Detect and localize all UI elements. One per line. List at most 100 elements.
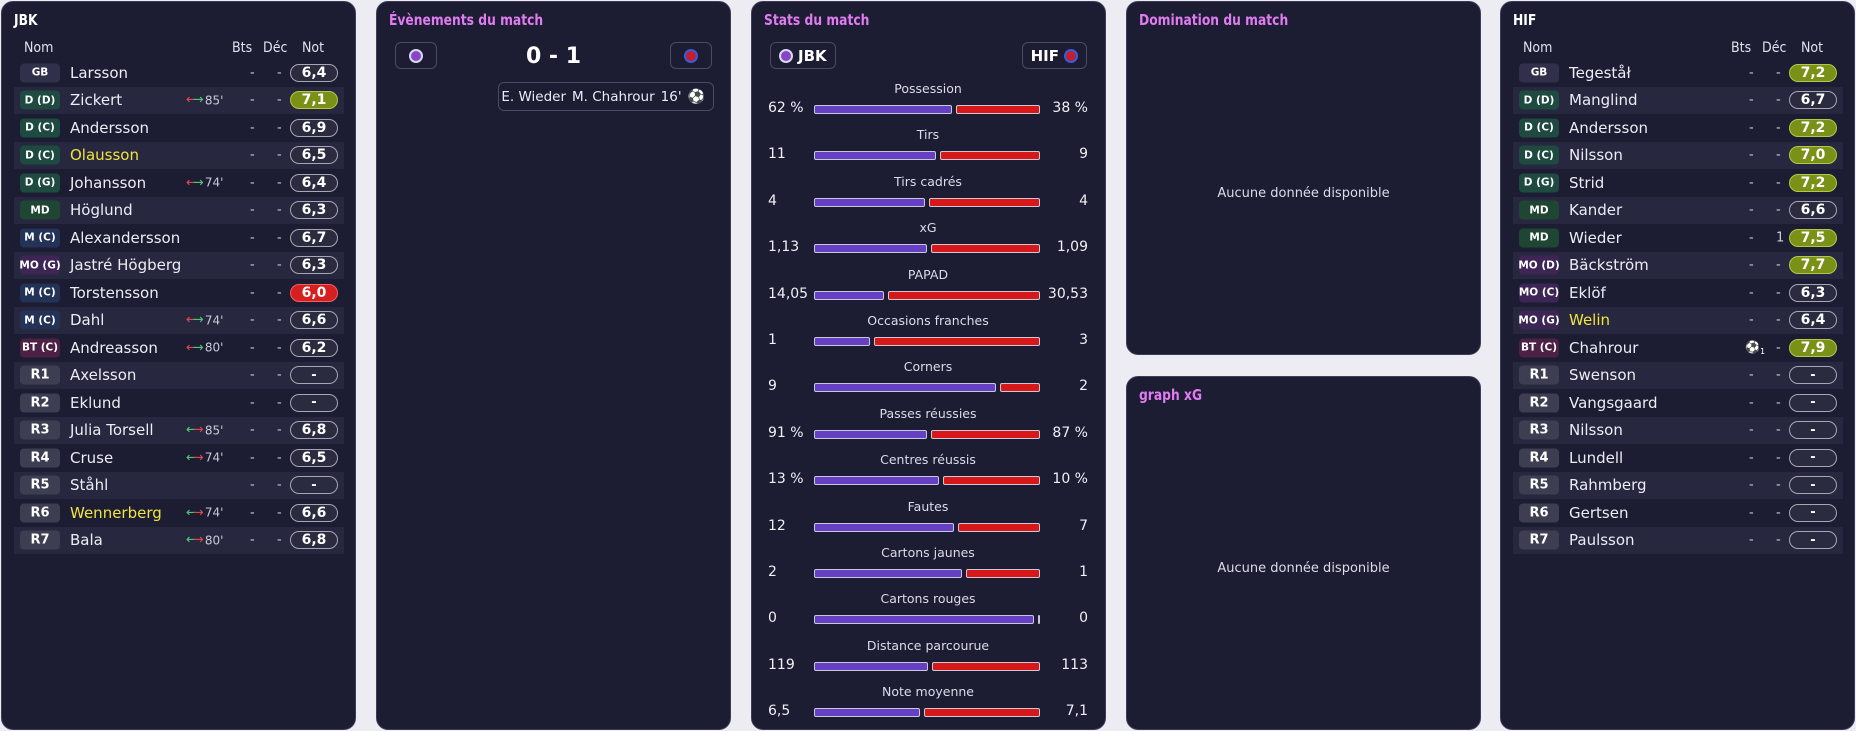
player-name[interactable]: Alexandersson <box>70 228 181 247</box>
stat-row: Centres réussis 13 % 10 % <box>752 452 1104 498</box>
col-name-header[interactable]: Nom <box>24 40 54 56</box>
player-row[interactable]: D (C) Nilsson - -7,0 <box>1513 141 1843 169</box>
player-row[interactable]: BT (C) Andreasson ←→ 80' - -6,2 <box>14 334 344 362</box>
player-name[interactable]: Rahmberg <box>1569 476 1647 495</box>
player-name[interactable]: Manglind <box>1569 91 1638 110</box>
goals-value: - <box>1749 92 1754 108</box>
player-name[interactable]: Andreasson <box>70 338 158 357</box>
player-row[interactable]: R6 Wennerberg ←→ 74' - -6,6 <box>14 499 344 527</box>
position-badge: D (G) <box>1519 173 1559 193</box>
stat-home-bar <box>814 476 939 486</box>
player-row[interactable]: MD Kander - -6,6 <box>1513 196 1843 224</box>
player-row[interactable]: MO (G) Welin - -6,4 <box>1513 306 1843 334</box>
player-row[interactable]: R7 Bala ←→ 80' - -6,8 <box>14 526 344 554</box>
player-name[interactable]: Cruse <box>70 448 114 467</box>
player-name[interactable]: Ståhl <box>70 476 109 495</box>
player-row[interactable]: M (C) Alexandersson - -6,7 <box>14 224 344 252</box>
substitution-minute: 85' <box>204 423 224 438</box>
rating-badge: 7,1 <box>290 91 338 110</box>
player-row[interactable]: MO (D) Bäckström - -7,7 <box>1513 251 1843 279</box>
rating-badge: 6,0 <box>290 283 338 302</box>
player-name[interactable]: Bäckström <box>1569 256 1649 275</box>
player-name[interactable]: Jastré Högberg <box>70 256 182 275</box>
player-row[interactable]: R1 Swenson - - - <box>1513 361 1843 389</box>
player-name[interactable]: Zickert <box>70 91 123 110</box>
player-name[interactable]: Olausson <box>70 146 139 165</box>
player-name[interactable]: Swenson <box>1569 366 1637 385</box>
player-row[interactable]: D (D) Zickert ←→ 85' - -7,1 <box>14 86 344 114</box>
player-name[interactable]: Andersson <box>70 118 149 137</box>
player-row[interactable]: R7 Paulsson - - - <box>1513 526 1843 554</box>
col-goals-header[interactable]: Bts <box>1731 40 1752 56</box>
player-name[interactable]: Wieder <box>1569 228 1622 247</box>
player-row[interactable]: R4 Lundell - - - <box>1513 444 1843 472</box>
away-crest <box>670 42 712 69</box>
player-row[interactable]: M (C) Dahl ←→ 74' - -6,6 <box>14 306 344 334</box>
player-row[interactable]: R2 Eklund - - - <box>14 389 344 417</box>
player-row[interactable]: GB Tegeståł - -7,2 <box>1513 59 1843 87</box>
position-badge: M (C) <box>20 283 60 303</box>
player-name[interactable]: Lundell <box>1569 448 1624 467</box>
player-row[interactable]: D (C) Andersson - -7,2 <box>1513 114 1843 142</box>
col-assists-header[interactable]: Déc <box>1762 40 1787 56</box>
goals-value: - <box>250 65 255 81</box>
player-row[interactable]: R4 Cruse ←→ 74' - -6,5 <box>14 444 344 472</box>
col-assists-header[interactable]: Déc <box>263 40 288 56</box>
player-name[interactable]: Chahrour <box>1569 338 1639 357</box>
col-rating-header[interactable]: Not <box>1801 40 1824 56</box>
player-row[interactable]: MD Höglund - -6,3 <box>14 196 344 224</box>
stat-home-value: 119 <box>768 656 795 673</box>
player-name[interactable]: Höglund <box>70 201 133 220</box>
substitution-minute: 74' <box>204 450 224 465</box>
away-team-title: HIF <box>1513 11 1537 29</box>
player-row[interactable]: D (C) Andersson - -6,9 <box>14 114 344 142</box>
player-row[interactable]: GB Larsson - -6,4 <box>14 59 344 87</box>
player-row[interactable]: MO (G) Jastré Högberg - -6,3 <box>14 251 344 279</box>
sub-in-icon: ←→ <box>186 532 204 548</box>
player-row[interactable]: D (G) Johansson ←→ 74' - -6,4 <box>14 169 344 197</box>
player-name[interactable]: Johansson <box>70 173 147 192</box>
player-row[interactable]: BT (C)Chahrour⚽11-7,9 <box>1513 334 1843 362</box>
goal-event[interactable]: E. Wieder M. Chahrour 16' ⚽ <box>498 82 714 111</box>
player-row[interactable]: R3 Nilsson - - - <box>1513 416 1843 444</box>
xg-graph-panel: graph xG Aucune donnée disponible <box>1126 376 1481 730</box>
player-name[interactable]: Strid <box>1569 173 1605 192</box>
position-badge: R1 <box>1519 365 1559 385</box>
player-name[interactable]: Nilsson <box>1569 146 1623 165</box>
player-row[interactable]: MD Wieder - 1 7,5 <box>1513 224 1843 252</box>
stat-away-bar <box>1038 615 1040 625</box>
player-row[interactable]: R2 Vangsgaard - - - <box>1513 389 1843 417</box>
player-name[interactable]: Welin <box>1569 311 1611 330</box>
col-name-header[interactable]: Nom <box>1523 40 1553 56</box>
player-name[interactable]: Bala <box>70 531 103 550</box>
player-name[interactable]: Tegeståł <box>1569 63 1631 82</box>
player-name[interactable]: Vangsgaard <box>1569 393 1658 412</box>
col-rating-header[interactable]: Not <box>302 40 325 56</box>
player-name[interactable]: Larsson <box>70 63 129 82</box>
stat-home-bar <box>814 522 954 532</box>
player-row[interactable]: R6 Gertsen - - - <box>1513 499 1843 527</box>
player-name[interactable]: Eklöf <box>1569 283 1606 302</box>
player-row[interactable]: D (C) Olausson - -6,5 <box>14 141 344 169</box>
player-name[interactable]: Torstensson <box>70 283 159 302</box>
player-row[interactable]: MO (C) Eklöf - -6,3 <box>1513 279 1843 307</box>
assists-value: - <box>1776 312 1781 328</box>
player-row[interactable]: D (G) Strid - -7,2 <box>1513 169 1843 197</box>
col-goals-header[interactable]: Bts <box>232 40 253 56</box>
player-name[interactable]: Kander <box>1569 201 1623 220</box>
player-name[interactable]: Paulsson <box>1569 531 1635 550</box>
player-name[interactable]: Andersson <box>1569 118 1648 137</box>
player-name[interactable]: Gertsen <box>1569 503 1629 522</box>
player-name[interactable]: Dahl <box>70 311 105 330</box>
player-name[interactable]: Nilsson <box>1569 421 1623 440</box>
player-row[interactable]: R5 Rahmberg - - - <box>1513 471 1843 499</box>
player-name[interactable]: Eklund <box>70 393 121 412</box>
player-name[interactable]: Axelsson <box>70 366 137 385</box>
player-name[interactable]: Julia Torsell <box>70 421 154 440</box>
player-row[interactable]: D (D) Manglind - -6,7 <box>1513 86 1843 114</box>
player-row[interactable]: R1 Axelsson - - - <box>14 361 344 389</box>
player-row[interactable]: M (C) Torstensson - -6,0 <box>14 279 344 307</box>
player-row[interactable]: R3 Julia Torsell ←→ 85' - -6,8 <box>14 416 344 444</box>
player-row[interactable]: R5 Ståhl - - - <box>14 471 344 499</box>
player-name[interactable]: Wennerberg <box>70 503 162 522</box>
